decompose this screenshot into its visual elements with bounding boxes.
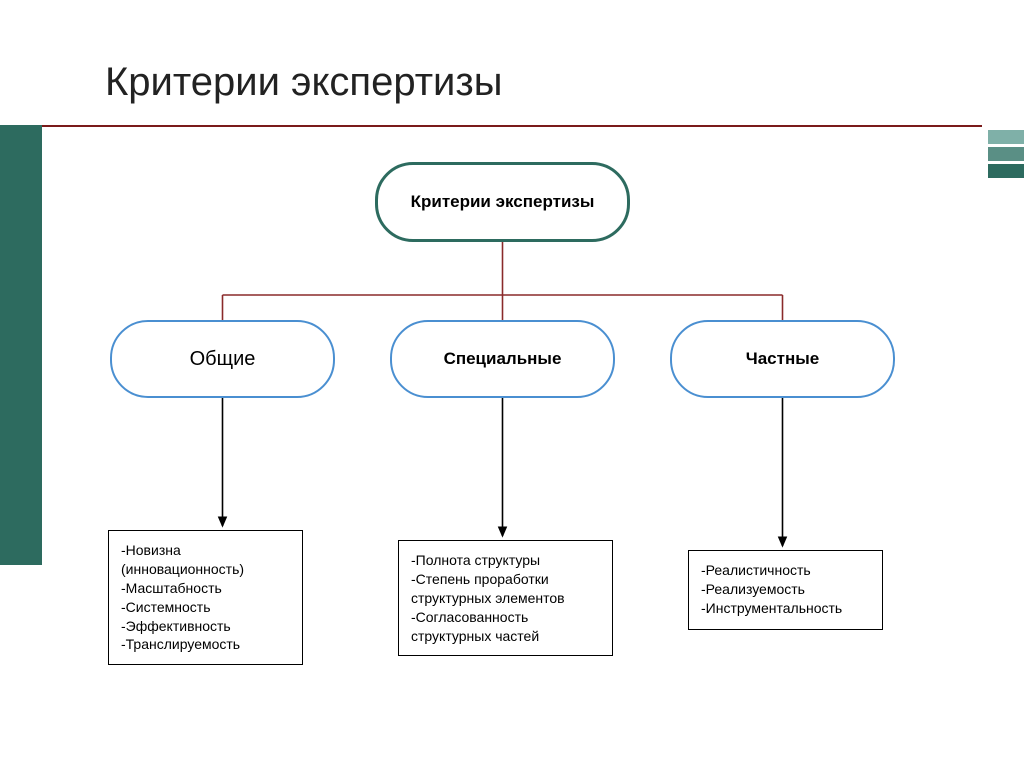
tree-leaf-item: -Новизна (инновационность)	[121, 541, 294, 579]
sidebar-accent	[0, 125, 42, 565]
accent-block	[988, 130, 1024, 144]
tree-leaf-item: -Инструментальность	[701, 599, 874, 618]
tree-leaf-item: -Эффективность	[121, 617, 294, 636]
tree-leaf-item: -Реалистичность	[701, 561, 874, 580]
accent-block	[988, 147, 1024, 161]
accent-block	[988, 164, 1024, 178]
tree-leaf-item: -Согласованность	[411, 608, 604, 627]
title-underline	[42, 125, 982, 127]
tree-leaf-item: -Полнота структуры	[411, 551, 604, 570]
tree-node-special: Специальные	[390, 320, 615, 398]
tree-node-label: Частные	[746, 349, 819, 369]
tree-leaf-item: -Масштабность	[121, 579, 294, 598]
tree-leaf-special: -Полнота структуры-Степень проработки ст…	[398, 540, 613, 656]
tree-leaf-item: -Реализуемость	[701, 580, 874, 599]
tree-leaf-private: -Реалистичность-Реализуемость-Инструмент…	[688, 550, 883, 630]
tree-leaf-item: -Степень проработки структурных элементо…	[411, 570, 604, 608]
tree-root-label: Критерии экспертизы	[411, 192, 595, 212]
tree-node-label: Специальные	[444, 349, 562, 369]
tree-leaf-item: структурных частей	[411, 627, 604, 646]
tree-node-private: Частные	[670, 320, 895, 398]
criteria-tree-diagram: Критерии экспертизы Общие Специальные Ча…	[60, 150, 980, 710]
tree-root-node: Критерии экспертизы	[375, 162, 630, 242]
tree-leaf-general: -Новизна (инновационность)-Масштабность-…	[108, 530, 303, 665]
accent-blocks	[988, 130, 1024, 181]
page-title: Критерии экспертизы	[105, 60, 502, 105]
tree-node-label: Общие	[190, 348, 256, 371]
tree-leaf-item: -Транслируемость	[121, 635, 294, 654]
tree-leaf-item: -Системность	[121, 598, 294, 617]
tree-node-general: Общие	[110, 320, 335, 398]
